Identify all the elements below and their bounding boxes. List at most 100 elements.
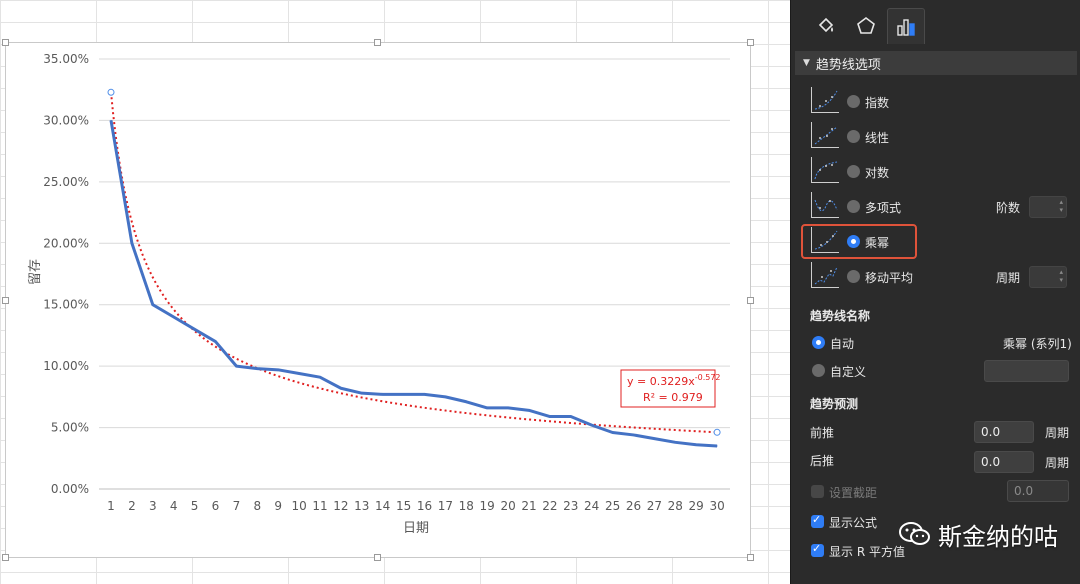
y-tick-label: 15.00% [43,298,89,312]
x-tick-label: 28 [668,499,683,513]
section-title: 趋势线选项 [815,57,881,73]
radio-logarithmic[interactable] [847,165,860,178]
trendline-options-header[interactable]: ▼ 趋势线选项 [795,51,1077,75]
data-point [361,392,363,394]
radio-moving-average[interactable] [847,270,860,283]
data-point [194,328,196,330]
data-point [612,431,614,433]
x-tick-label: 15 [396,499,411,513]
data-point [256,368,258,370]
forward-input[interactable]: 0.0 [974,421,1034,443]
x-tick-label: 19 [480,499,495,513]
x-tick-label: 8 [253,499,261,513]
x-tick-label: 30 [709,499,724,513]
data-point [382,393,384,395]
label-name-auto: 自动 [830,337,855,351]
backward-input[interactable]: 0.0 [974,451,1034,473]
data-point [403,393,405,395]
trendline-name-heading: 趋势线名称 [810,309,871,323]
checkbox-set-intercept[interactable] [811,485,824,498]
trendline-exponent: -0.572 [695,373,721,382]
checkbox-show-equation[interactable] [811,513,824,528]
resize-handle-bottom[interactable] [374,554,381,561]
period-stepper[interactable] [1029,266,1067,288]
watermark: 斯金纳的咕 [898,514,1058,554]
resize-handle-top-left[interactable] [2,39,9,46]
radio-linear[interactable] [847,130,860,143]
data-point [633,434,634,436]
trendline-type-linear[interactable]: 线性 [791,121,1080,151]
y-tick-label: 25.00% [43,175,89,189]
resize-handle-right[interactable] [747,297,754,304]
y-tick-label: 30.00% [43,113,89,127]
label-moving-average: 移动平均 [865,271,914,285]
resize-handle-bottom-left[interactable] [2,554,9,561]
x-tick-label: 21 [521,499,536,513]
label-linear: 线性 [865,131,890,145]
x-tick-label: 2 [128,499,136,513]
forecast-heading: 趋势预测 [810,397,859,411]
data-point [674,441,676,443]
radio-name-auto[interactable] [812,336,825,349]
fill-bucket-icon [818,17,834,33]
label-logarithmic: 对数 [865,166,890,180]
resize-handle-top[interactable] [374,39,381,46]
x-tick-label: 17 [438,499,453,513]
x-tick-label: 20 [500,499,515,513]
data-point [528,409,530,411]
trendline-type-exponential[interactable]: 指数 [791,86,1080,116]
x-tick-label: 23 [563,499,578,513]
chart-area[interactable] [2,39,754,561]
collapse-triangle-icon: ▼ [803,58,810,68]
label-power: 乘幂 [865,236,890,250]
x-tick-label: 11 [312,499,327,513]
power-trend-icon [811,227,839,253]
x-tick-label: 26 [626,499,641,513]
trendline-type-polynomial[interactable]: 多项式 阶数 [791,191,1080,221]
moving-average-trend-icon [811,262,839,288]
data-point [570,416,572,418]
power-option-highlight [801,224,917,259]
order-stepper[interactable] [1029,196,1067,218]
label-forward-unit: 周期 [1045,426,1070,440]
trendline-endpoint-handle[interactable] [107,88,115,96]
pentagon-icon [857,17,875,34]
data-point [653,438,655,440]
trendline-equation-box[interactable]: y = 0.3229x-0.572 R² = 0.979 [620,369,721,408]
radio-power[interactable] [847,235,860,248]
radio-exponential[interactable] [847,95,860,108]
intercept-input[interactable]: 0.0 [1007,480,1069,502]
x-tick-label: 1 [107,499,115,513]
power-trendline[interactable] [110,92,718,434]
resize-handle-left[interactable] [2,297,9,304]
label-name-custom: 自定义 [830,365,867,379]
label-backward-unit: 周期 [1045,456,1070,470]
resize-handle-top-right[interactable] [747,39,754,46]
x-tick-label: 25 [605,499,620,513]
checkbox-show-r-squared[interactable] [811,542,824,557]
radio-name-custom[interactable] [812,364,825,377]
data-point [507,407,509,409]
panel-tab-bar [791,0,1080,46]
series-line[interactable] [109,120,718,448]
radio-polynomial[interactable] [847,200,860,213]
custom-name-input[interactable] [984,360,1069,382]
trendline-type-moving-average[interactable]: 移动平均 周期 [791,261,1080,291]
tab-effects[interactable] [847,8,885,44]
x-axis-title: 日期 [403,521,429,536]
tab-fill-line[interactable] [807,8,845,44]
resize-handle-bottom-right[interactable] [747,554,754,561]
tab-trendline-options[interactable] [887,8,925,44]
trendline-type-power[interactable]: 乘幂 [791,226,1080,256]
x-tick-label: 29 [689,499,704,513]
label-polynomial: 多项式 [865,201,902,215]
data-point [465,401,467,403]
label-backward: 后推 [810,454,835,468]
trendline-type-logarithmic[interactable]: 对数 [791,156,1080,186]
data-point [131,242,133,244]
y-tick-label: 35.00% [43,52,89,66]
label-show-equation: 显示公式 [829,516,878,530]
trendline-endpoint-handle[interactable] [713,428,721,436]
data-point [110,119,112,121]
wechat-icon [898,520,932,548]
